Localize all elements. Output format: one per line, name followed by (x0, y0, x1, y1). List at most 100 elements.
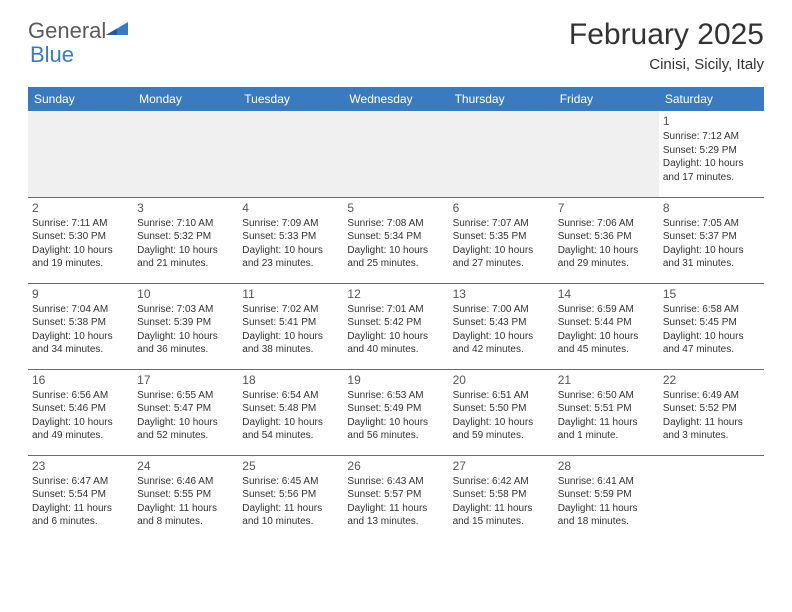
calendar-cell (343, 111, 448, 197)
daylight-line: Daylight: 10 hours and 27 minutes. (453, 244, 550, 271)
sunrise-line: Sunrise: 6:46 AM (137, 475, 234, 489)
daylight-line: Daylight: 10 hours and 19 minutes. (32, 244, 129, 271)
calendar-head: SundayMondayTuesdayWednesdayThursdayFrid… (28, 87, 764, 111)
day-number: 13 (453, 287, 550, 301)
day-number: 8 (663, 201, 760, 215)
sunrise-line: Sunrise: 7:00 AM (453, 303, 550, 317)
sunrise-line: Sunrise: 6:41 AM (558, 475, 655, 489)
day-number: 4 (242, 201, 339, 215)
calendar-cell: 3Sunrise: 7:10 AMSunset: 5:32 PMDaylight… (133, 197, 238, 283)
calendar-cell: 19Sunrise: 6:53 AMSunset: 5:49 PMDayligh… (343, 369, 448, 455)
calendar-row: 23Sunrise: 6:47 AMSunset: 5:54 PMDayligh… (28, 455, 764, 541)
daylight-line: Daylight: 11 hours and 3 minutes. (663, 416, 760, 443)
calendar-cell: 21Sunrise: 6:50 AMSunset: 5:51 PMDayligh… (554, 369, 659, 455)
calendar-cell: 25Sunrise: 6:45 AMSunset: 5:56 PMDayligh… (238, 455, 343, 541)
daylight-line: Daylight: 11 hours and 10 minutes. (242, 502, 339, 529)
day-number: 2 (32, 201, 129, 215)
daylight-line: Daylight: 10 hours and 54 minutes. (242, 416, 339, 443)
logo-line2: Blue (30, 42, 74, 68)
sunrise-line: Sunrise: 6:43 AM (347, 475, 444, 489)
calendar-row: 9Sunrise: 7:04 AMSunset: 5:38 PMDaylight… (28, 283, 764, 369)
day-number: 9 (32, 287, 129, 301)
daylight-line: Daylight: 10 hours and 21 minutes. (137, 244, 234, 271)
calendar-row: 2Sunrise: 7:11 AMSunset: 5:30 PMDaylight… (28, 197, 764, 283)
sunset-line: Sunset: 5:30 PM (32, 230, 129, 244)
sunset-line: Sunset: 5:56 PM (242, 488, 339, 502)
sunrise-line: Sunrise: 6:47 AM (32, 475, 129, 489)
sunset-line: Sunset: 5:46 PM (32, 402, 129, 416)
sunrise-line: Sunrise: 6:54 AM (242, 389, 339, 403)
sunset-line: Sunset: 5:50 PM (453, 402, 550, 416)
sunset-line: Sunset: 5:35 PM (453, 230, 550, 244)
day-number: 10 (137, 287, 234, 301)
calendar-cell: 11Sunrise: 7:02 AMSunset: 5:41 PMDayligh… (238, 283, 343, 369)
sunrise-line: Sunrise: 6:42 AM (453, 475, 550, 489)
calendar-cell (449, 111, 554, 197)
calendar-cell: 27Sunrise: 6:42 AMSunset: 5:58 PMDayligh… (449, 455, 554, 541)
daylight-line: Daylight: 10 hours and 25 minutes. (347, 244, 444, 271)
day-header: Friday (554, 87, 659, 111)
sunrise-line: Sunrise: 6:56 AM (32, 389, 129, 403)
day-number: 17 (137, 373, 234, 387)
calendar-cell: 15Sunrise: 6:58 AMSunset: 5:45 PMDayligh… (659, 283, 764, 369)
sunset-line: Sunset: 5:38 PM (32, 316, 129, 330)
day-number: 16 (32, 373, 129, 387)
sunrise-line: Sunrise: 7:10 AM (137, 217, 234, 231)
day-number: 5 (347, 201, 444, 215)
sunrise-line: Sunrise: 6:51 AM (453, 389, 550, 403)
sunset-line: Sunset: 5:55 PM (137, 488, 234, 502)
sunset-line: Sunset: 5:45 PM (663, 316, 760, 330)
calendar-cell: 22Sunrise: 6:49 AMSunset: 5:52 PMDayligh… (659, 369, 764, 455)
sunrise-line: Sunrise: 7:07 AM (453, 217, 550, 231)
daylight-line: Daylight: 10 hours and 29 minutes. (558, 244, 655, 271)
day-header: Wednesday (343, 87, 448, 111)
sunset-line: Sunset: 5:49 PM (347, 402, 444, 416)
sunrise-line: Sunrise: 7:03 AM (137, 303, 234, 317)
day-number: 21 (558, 373, 655, 387)
day-number: 23 (32, 459, 129, 473)
daylight-line: Daylight: 10 hours and 38 minutes. (242, 330, 339, 357)
daylight-line: Daylight: 10 hours and 52 minutes. (137, 416, 234, 443)
sunrise-line: Sunrise: 7:09 AM (242, 217, 339, 231)
daylight-line: Daylight: 11 hours and 15 minutes. (453, 502, 550, 529)
daylight-line: Daylight: 11 hours and 18 minutes. (558, 502, 655, 529)
header: General February 2025 Cinisi, Sicily, It… (0, 0, 792, 81)
daylight-line: Daylight: 10 hours and 56 minutes. (347, 416, 444, 443)
daylight-line: Daylight: 10 hours and 49 minutes. (32, 416, 129, 443)
day-number: 1 (663, 114, 760, 128)
sunset-line: Sunset: 5:41 PM (242, 316, 339, 330)
logo-triangle-icon (106, 20, 128, 43)
daylight-line: Daylight: 11 hours and 13 minutes. (347, 502, 444, 529)
day-number: 20 (453, 373, 550, 387)
sunset-line: Sunset: 5:43 PM (453, 316, 550, 330)
sunset-line: Sunset: 5:48 PM (242, 402, 339, 416)
calendar-table: SundayMondayTuesdayWednesdayThursdayFrid… (28, 87, 764, 541)
calendar-cell: 14Sunrise: 6:59 AMSunset: 5:44 PMDayligh… (554, 283, 659, 369)
daylight-line: Daylight: 10 hours and 47 minutes. (663, 330, 760, 357)
calendar-cell: 24Sunrise: 6:46 AMSunset: 5:55 PMDayligh… (133, 455, 238, 541)
day-number: 14 (558, 287, 655, 301)
day-number: 24 (137, 459, 234, 473)
sunset-line: Sunset: 5:59 PM (558, 488, 655, 502)
day-number: 26 (347, 459, 444, 473)
daylight-line: Daylight: 10 hours and 40 minutes. (347, 330, 444, 357)
calendar-cell: 5Sunrise: 7:08 AMSunset: 5:34 PMDaylight… (343, 197, 448, 283)
day-number: 27 (453, 459, 550, 473)
calendar-row: 16Sunrise: 6:56 AMSunset: 5:46 PMDayligh… (28, 369, 764, 455)
calendar-cell: 13Sunrise: 7:00 AMSunset: 5:43 PMDayligh… (449, 283, 554, 369)
sunrise-line: Sunrise: 6:58 AM (663, 303, 760, 317)
calendar-cell: 9Sunrise: 7:04 AMSunset: 5:38 PMDaylight… (28, 283, 133, 369)
calendar-cell: 2Sunrise: 7:11 AMSunset: 5:30 PMDaylight… (28, 197, 133, 283)
calendar-cell (554, 111, 659, 197)
day-header: Monday (133, 87, 238, 111)
sunrise-line: Sunrise: 7:08 AM (347, 217, 444, 231)
daylight-line: Daylight: 10 hours and 17 minutes. (663, 157, 760, 184)
daylight-line: Daylight: 10 hours and 23 minutes. (242, 244, 339, 271)
sunset-line: Sunset: 5:29 PM (663, 144, 760, 158)
day-header: Sunday (28, 87, 133, 111)
sunrise-line: Sunrise: 7:12 AM (663, 130, 760, 144)
sunrise-line: Sunrise: 6:50 AM (558, 389, 655, 403)
calendar-cell: 28Sunrise: 6:41 AMSunset: 5:59 PMDayligh… (554, 455, 659, 541)
daylight-line: Daylight: 10 hours and 59 minutes. (453, 416, 550, 443)
day-number: 12 (347, 287, 444, 301)
